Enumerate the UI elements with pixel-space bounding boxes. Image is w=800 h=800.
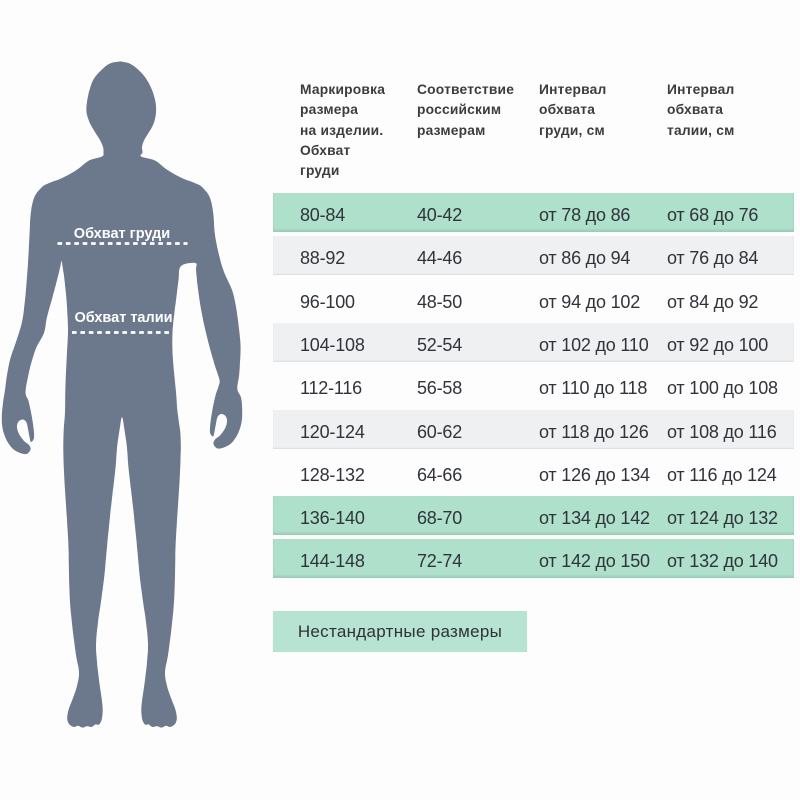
svg-text:Обхват груди: Обхват груди	[74, 226, 170, 242]
svg-text:Обхват талии: Обхват талии	[74, 310, 172, 326]
